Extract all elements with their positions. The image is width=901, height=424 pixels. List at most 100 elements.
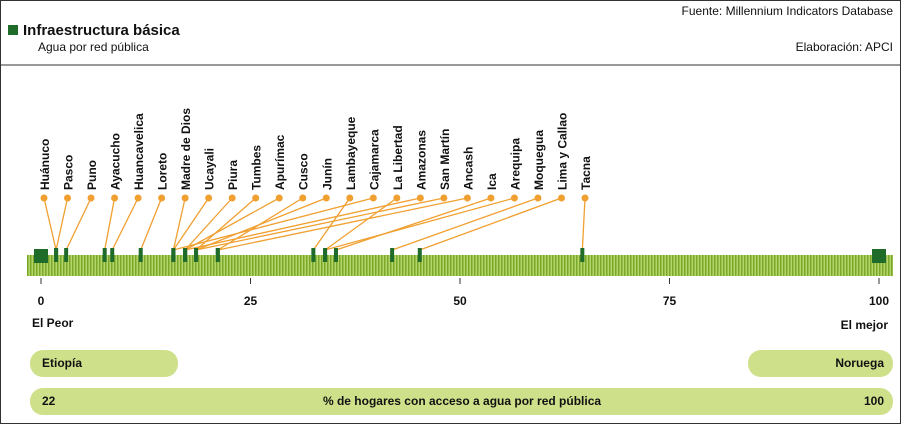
leader-line — [581, 197, 586, 251]
region-marker — [138, 248, 143, 262]
region-marker — [171, 248, 176, 262]
leader-line — [195, 197, 327, 251]
leader-dot — [440, 194, 448, 202]
leader-line — [419, 197, 562, 251]
region-label: Moquegua — [532, 130, 546, 190]
region-label: Puno — [85, 160, 99, 190]
region-label: Junín — [320, 158, 334, 190]
region-label: Huancavelica — [132, 113, 146, 190]
leader-line — [324, 197, 398, 251]
leader-line — [43, 197, 57, 251]
leader-dot — [463, 194, 471, 202]
low-label: El Peor — [32, 316, 74, 330]
leader-line — [172, 197, 186, 251]
region-label: Huánuco — [38, 139, 52, 190]
region-label: Lima y Callao — [555, 113, 569, 190]
x-tick-label: 100 — [869, 294, 889, 308]
high-label: El mejor — [841, 318, 889, 332]
region-label: Ancash — [461, 147, 475, 190]
leader-dot — [205, 194, 213, 202]
region-marker — [194, 248, 199, 262]
region-marker — [54, 248, 59, 262]
region-label: Madre de Dios — [179, 108, 193, 190]
region-label: San Martín — [438, 129, 452, 190]
leader-dot — [369, 194, 377, 202]
best-marker — [872, 249, 886, 263]
leader-dot — [299, 194, 307, 202]
region-label: Lambayeque — [344, 116, 358, 190]
region-label: Piura — [226, 160, 240, 190]
subtitle: Agua por red pública — [38, 40, 149, 54]
description: % de hogares con acceso a agua por red p… — [323, 394, 601, 408]
best-country: Noruega — [835, 356, 884, 370]
leader-dot — [581, 194, 589, 202]
worst-pill — [30, 350, 178, 377]
leader-dot — [87, 194, 95, 202]
leader-dot — [510, 194, 518, 202]
leader-dot — [346, 194, 354, 202]
leader-dot — [534, 194, 542, 202]
leader-line — [335, 197, 492, 251]
region-label: La Libertad — [391, 125, 405, 190]
leader-dot — [158, 194, 166, 202]
region-label: Cajamarca — [367, 129, 381, 190]
region-marker — [417, 248, 422, 262]
best-value: 100 — [864, 394, 884, 408]
leader-line — [172, 197, 210, 251]
region-label: Ica — [485, 173, 499, 190]
leader-dot — [416, 194, 424, 202]
leader-dot — [111, 194, 119, 202]
leader-line — [173, 197, 374, 251]
region-marker — [64, 248, 69, 262]
region-label: Apurímac — [273, 134, 287, 190]
leader-dot — [228, 194, 236, 202]
leader-line — [312, 197, 351, 251]
leader-dot — [487, 194, 495, 202]
region-label: Arequipa — [508, 138, 522, 190]
region-label: Amazonas — [414, 130, 428, 190]
leader-line — [391, 197, 539, 251]
leader-line — [195, 197, 445, 251]
region-label: Ucayali — [203, 148, 217, 190]
leader-dot — [181, 194, 189, 202]
x-tick-label: 50 — [453, 294, 467, 308]
x-tick-label: 25 — [244, 294, 258, 308]
best-pill — [748, 350, 893, 377]
leader-line — [55, 197, 69, 251]
leader-line — [184, 197, 280, 251]
region-label: Ayacucho — [109, 133, 123, 190]
title: Infraestructura básica — [23, 22, 180, 39]
title-icon — [8, 25, 18, 35]
region-marker — [323, 248, 328, 262]
region-label: Pasco — [62, 155, 76, 190]
leader-dot — [557, 194, 565, 202]
leader-line — [111, 197, 139, 251]
region-label: Tumbes — [250, 145, 264, 190]
leader-dot — [64, 194, 72, 202]
region-marker — [333, 248, 338, 262]
leader-dot — [275, 194, 283, 202]
leader-dot — [40, 194, 48, 202]
region-marker — [390, 248, 395, 262]
leader-line — [184, 197, 233, 251]
leader-line — [140, 197, 163, 251]
scale-bar — [27, 255, 893, 276]
region-marker — [580, 248, 585, 262]
leader-line — [184, 197, 421, 251]
region-marker — [110, 248, 115, 262]
footer-bar — [30, 388, 893, 415]
leader-line — [65, 197, 92, 251]
region-label: Loreto — [156, 153, 170, 190]
region-marker — [215, 248, 220, 262]
worst-marker — [34, 249, 48, 263]
region-marker — [311, 248, 316, 262]
region-label: Tacna — [579, 156, 593, 190]
region-marker — [102, 248, 107, 262]
region-marker — [183, 248, 188, 262]
leader-line — [217, 197, 468, 251]
leader-dot — [252, 194, 260, 202]
worst-country: Etiopía — [42, 356, 82, 370]
worst-value: 22 — [42, 394, 56, 408]
x-tick-label: 75 — [663, 294, 677, 308]
